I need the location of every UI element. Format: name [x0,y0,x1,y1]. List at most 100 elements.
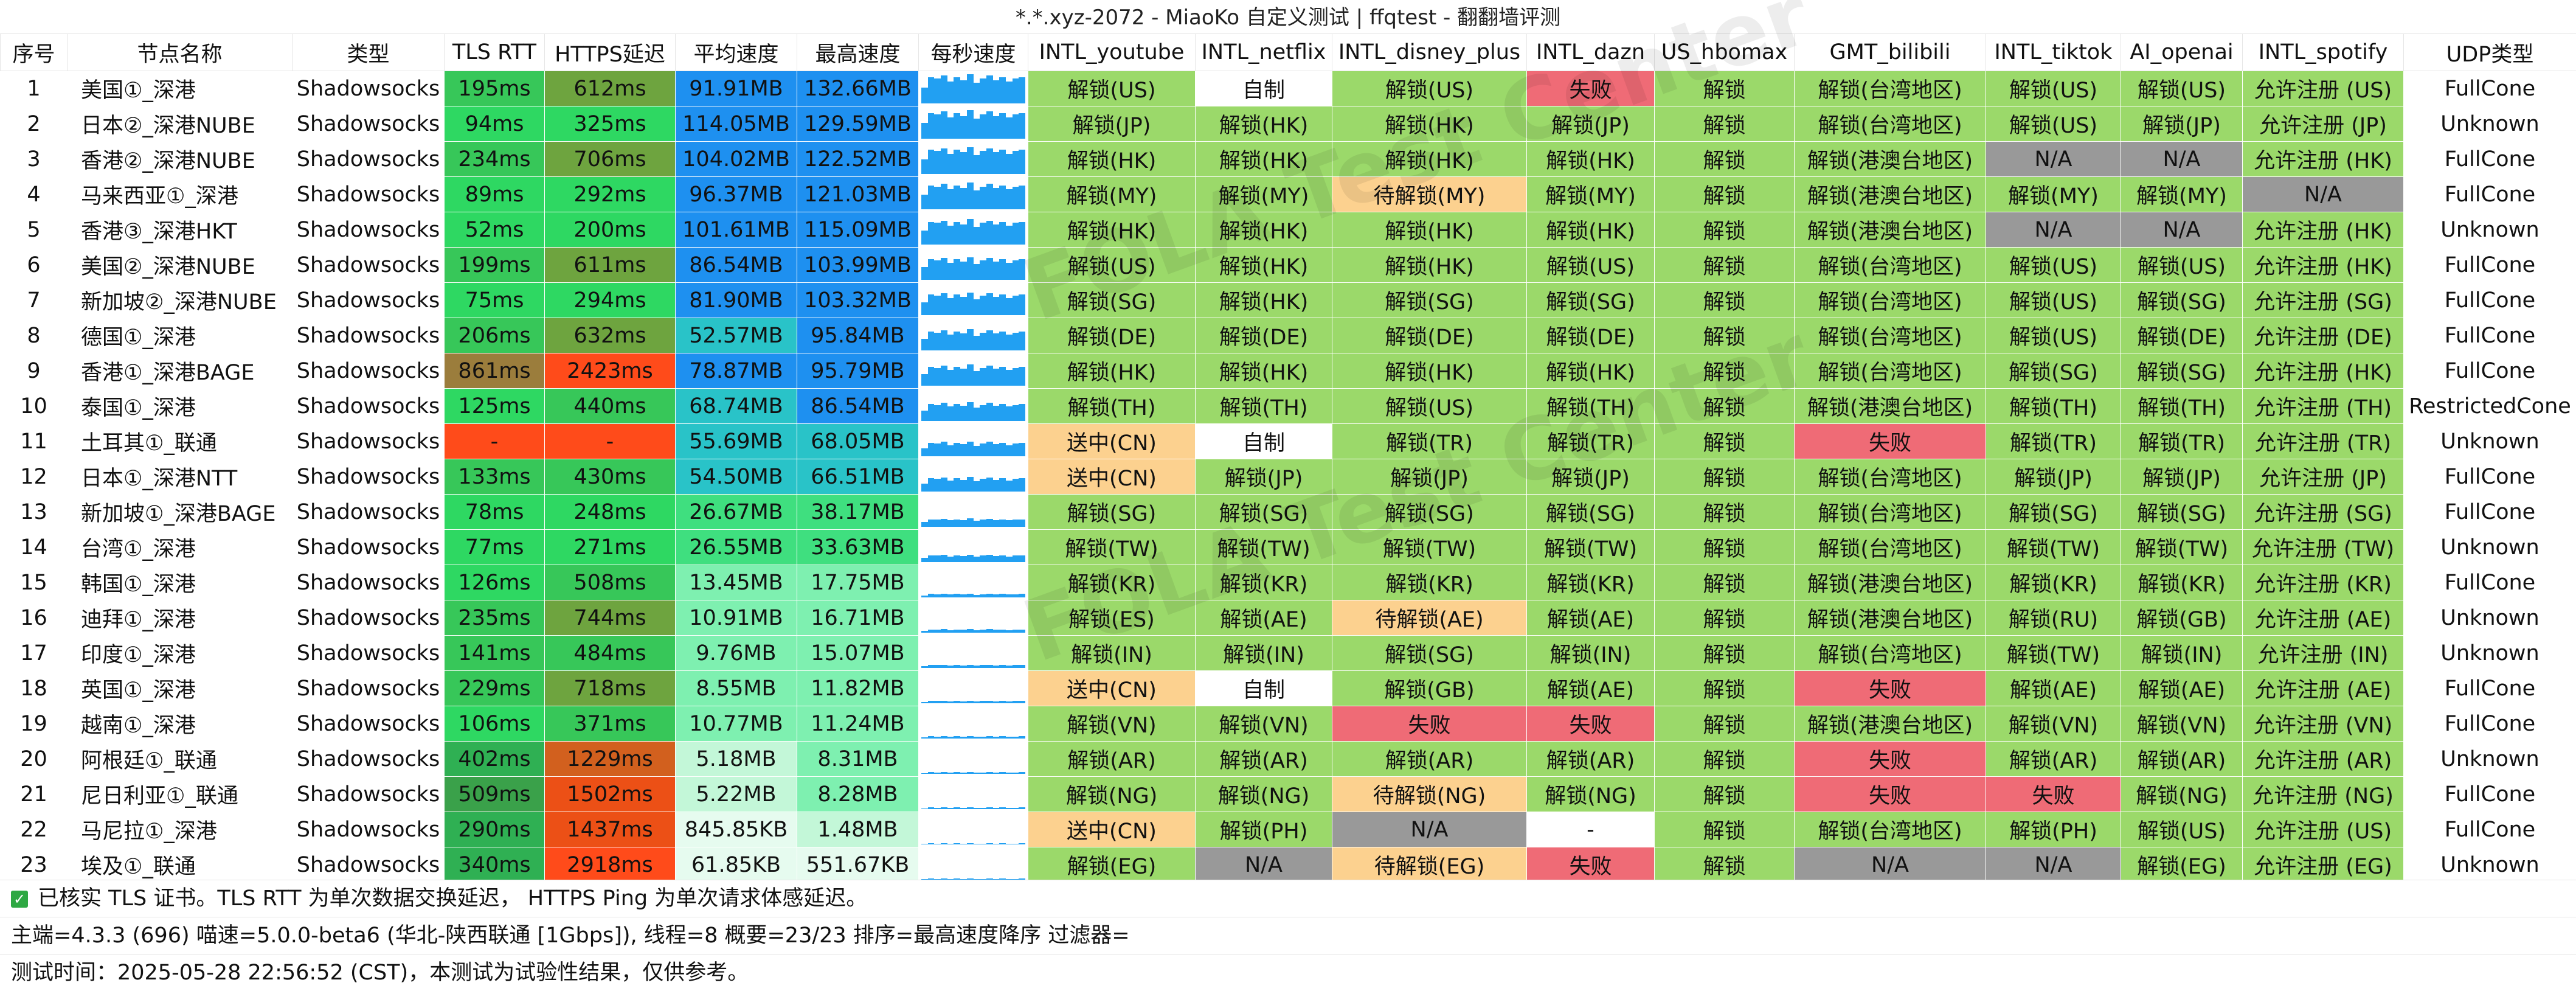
column-header[interactable]: INTL_tiktok [1986,34,2121,71]
openai-status: 解锁(AR) [2121,742,2243,777]
spotify-status: 允许注册 (KR) [2243,565,2404,600]
sparkline-bar [960,737,967,739]
sparkline-bar [967,629,974,633]
column-header[interactable]: 节点名称 [68,34,293,71]
openai-status: 解锁(TW) [2121,530,2243,565]
sparkline-bar [941,629,947,633]
column-header[interactable]: TLS RTT [445,34,545,71]
youtube-status: 解锁(US) [1028,248,1196,283]
spotify-status: 允许注册 (NG) [2243,777,2404,812]
youtube-status: 解锁(NG) [1028,777,1196,812]
sparkline-bar [980,114,986,139]
sparkline-bar [1019,222,1025,245]
sparkline-bar [934,737,941,739]
dazn-status: 失败 [1527,706,1655,742]
sparkline-bar [941,478,947,492]
column-header[interactable]: 平均速度 [676,34,797,71]
hbomax-status: 解锁 [1655,777,1795,812]
speed-sparkline [919,706,1028,742]
bilibili-status: 解锁(台湾地区) [1795,495,1986,530]
tiktok-status: 解锁(US) [1986,283,2121,318]
sparkline-bar [947,666,954,668]
youtube-status: 解锁(IN) [1028,636,1196,671]
sparkline-bars [921,674,1025,703]
column-header[interactable]: INTL_disney_plus [1332,34,1527,71]
sparkline-bar [928,701,935,703]
column-header[interactable]: 每秒速度 [919,34,1028,71]
sparkline-bar [1013,665,1019,668]
sparkline-bar [928,772,935,774]
sparkline-bar [999,520,1006,527]
tiktok-status: 解锁(SG) [1986,353,2121,389]
column-header[interactable]: 最高速度 [797,34,919,71]
sparkline-bar [954,772,960,774]
https-latency: 612ms [545,71,676,106]
sparkline-bars [921,356,1025,386]
netflix-status: 解锁(VN) [1196,706,1332,742]
disney-status: 待解锁(MY) [1332,177,1527,212]
disney-status: 解锁(KR) [1332,565,1527,600]
column-header[interactable]: GMT_bilibili [1795,34,1986,71]
sparkline-bar [967,219,974,245]
column-header[interactable]: INTL_dazn [1527,34,1655,71]
sparkline-bar [993,224,1000,245]
column-header[interactable]: AI_openai [2121,34,2243,71]
hbomax-status: 解锁 [1655,636,1795,671]
column-header[interactable]: 类型 [293,34,445,71]
sparkline-bar [954,222,960,245]
bilibili-status: 解锁(港澳台地区) [1795,706,1986,742]
youtube-status: 解锁(HK) [1028,353,1196,389]
row-index: 19 [1,706,68,742]
node-name: 台湾①_深港 [68,530,293,565]
sparkline-bar [928,594,935,597]
column-header[interactable]: 序号 [1,34,68,71]
sparkline-bar [928,555,935,562]
sparkline-bar [1006,154,1013,174]
sparkline-bar [941,403,947,421]
sparkline-bar [960,666,967,668]
sparkline-bar [921,631,928,633]
column-header[interactable]: UDP类型 [2404,34,2576,71]
sparkline-bar [941,111,947,139]
sparkline-bar [993,406,1000,421]
bilibili-status: 解锁(港澳台地区) [1795,212,1986,248]
dazn-status: 解锁(US) [1527,248,1655,283]
hbomax-status: 解锁 [1655,353,1795,389]
sparkline-bar [1013,78,1019,103]
row-index: 16 [1,600,68,636]
https-latency: 440ms [545,389,676,424]
sparkline-bar [999,594,1006,597]
column-header[interactable]: INTL_netflix [1196,34,1332,71]
sparkline-bar [1013,808,1019,809]
column-header[interactable]: US_hbomax [1655,34,1795,71]
column-header[interactable]: HTTPS延迟 [545,34,676,71]
column-header[interactable]: INTL_spotify [2243,34,2404,71]
sparkline-bar [999,772,1006,774]
sparkline-bar [921,195,928,209]
column-header[interactable]: INTL_youtube [1028,34,1196,71]
sparkline-bar [974,521,980,527]
